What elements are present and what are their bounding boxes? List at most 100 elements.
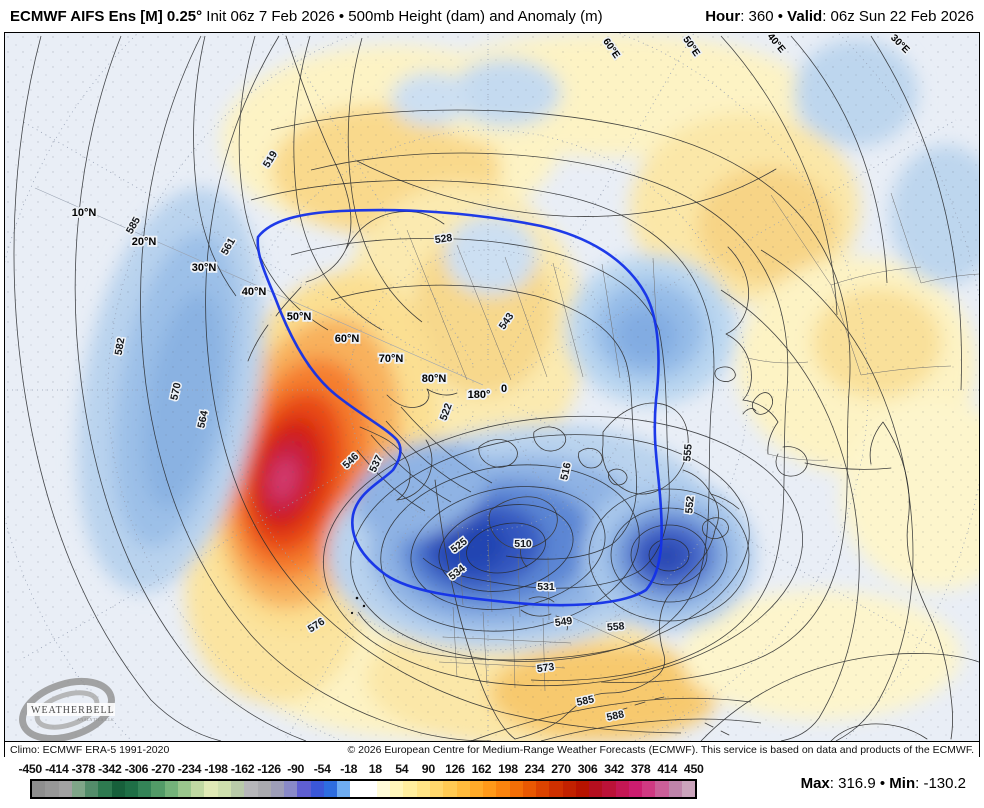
- contour-label: 531: [537, 581, 555, 593]
- latitude-label: 10°N: [72, 207, 97, 219]
- contour-label: 582: [113, 337, 128, 356]
- logo-swirl: [19, 677, 115, 741]
- weather-map: 585 585 582 576 570 564 561 555 552 549 …: [4, 32, 980, 758]
- colorbar-cell: [257, 781, 271, 797]
- latitude-label: 80°N: [422, 373, 447, 385]
- colorbar-tick-label: 126: [445, 762, 465, 776]
- colorbar-tick-label: 378: [630, 762, 651, 776]
- colorbar-cell: [151, 781, 165, 797]
- colorbar-tick-label: -198: [204, 762, 228, 776]
- colorbar-cell: [376, 781, 391, 797]
- colorbar-cell: [483, 781, 497, 797]
- colorbar-tick-label: -306: [124, 762, 149, 776]
- coastlines: [247, 35, 953, 741]
- contour-label: 564: [195, 409, 210, 429]
- valid-label: Valid: [787, 7, 823, 25]
- colorbar-tick-label: 198: [498, 762, 518, 776]
- colorbar-cell: [562, 781, 576, 797]
- colorbar-cell: [58, 781, 72, 797]
- colorbar-cell: [337, 781, 351, 797]
- contour-label: 528: [434, 232, 453, 246]
- meridian-label: 0: [501, 383, 507, 395]
- colorbar-cell: [124, 781, 139, 797]
- colorbar-tick-label: -414: [45, 762, 69, 776]
- colorbar-cell: [509, 781, 523, 797]
- colorbar-tick-label: -270: [151, 762, 175, 776]
- latitude-label: 70°N: [379, 353, 404, 365]
- attribution-bar: Climo: ECMWF ERA-5 1991-2020 © 2026 Euro…: [5, 741, 979, 757]
- colorbar-tick-label: -162: [230, 762, 255, 776]
- colorbar-tick-label: 270: [551, 762, 571, 776]
- latitude-label: 60°N: [335, 333, 360, 345]
- colorbar-cell: [111, 781, 125, 797]
- bullet: •: [777, 7, 783, 25]
- contour-label: 570: [168, 381, 183, 401]
- colorbar-tick-label: -126: [257, 762, 281, 776]
- colorbar-cell: [668, 781, 683, 797]
- colorbar-cell: [628, 781, 643, 797]
- colorbar-tick-label: 450: [683, 762, 704, 776]
- colorbar-tick-label: -18: [340, 762, 358, 776]
- colorbar-cell: [456, 781, 470, 797]
- sep-colon: :: [829, 775, 839, 792]
- colorbar-cell: [363, 781, 377, 797]
- map-title: ECMWF AIFS Ens [M] 0.25° Init 06z 7 Feb …: [10, 8, 603, 25]
- colorbar-tick-label: 234: [524, 762, 545, 776]
- colorbar-tick-label: 306: [577, 762, 598, 776]
- colorbar-tick-label: -450: [18, 762, 43, 776]
- colorbar-cell: [45, 781, 59, 797]
- colorbar-tick-label: 54: [395, 762, 409, 776]
- colorbar-cell: [177, 781, 192, 797]
- highlighted-546-contour: [256, 208, 663, 607]
- colorbar-cell: [164, 781, 178, 797]
- min-label: Min: [889, 775, 916, 792]
- colorbar-cell: [403, 781, 417, 797]
- logo-brand: WEATHERBELL: [31, 705, 115, 716]
- colorbar-cell: [429, 781, 444, 797]
- graticule: [5, 33, 979, 741]
- max-label: Max: [800, 775, 830, 792]
- contour-label: 552: [683, 495, 696, 514]
- colorbar-cells: [30, 779, 697, 799]
- colorbar-cell: [416, 781, 430, 797]
- colorbar-cell: [297, 781, 311, 797]
- contour-label: 549: [554, 615, 573, 629]
- colorbar-cell: [642, 781, 656, 797]
- colorbar-cell: [469, 781, 484, 797]
- colorbar-cell: [575, 781, 590, 797]
- max-value: 316.9: [838, 775, 876, 792]
- colorbar-cell: [71, 781, 86, 797]
- weatherbell-logo: WEATHERBELL ANALYTICS LLC: [19, 677, 115, 741]
- colorbar-tick-label: 90: [421, 762, 435, 776]
- colorbar-tick-label: 162: [471, 762, 492, 776]
- colorbar-cell: [270, 781, 285, 797]
- climo-text: Climo: ECMWF ERA-5 1991-2020: [10, 743, 170, 756]
- min-value: -130.2: [923, 775, 966, 792]
- colorbar-cell: [443, 781, 457, 797]
- latitude-label: 50°N: [287, 311, 312, 323]
- colorbar-cell: [589, 781, 603, 797]
- colorbar-ticks: -450 -414 -378 -342 -306 -270 -234 -198 -162 -126…: [17, 762, 707, 776]
- colorbar-tick-label: -90: [287, 762, 305, 776]
- contour-label: 573: [536, 661, 555, 675]
- colorbar-tick-label: -342: [98, 762, 122, 776]
- colorbar-tick-label: 18: [368, 762, 382, 776]
- bullet: •: [879, 775, 886, 792]
- colorbar-footer: -450 -414 -378 -342 -306 -270 -234 -198 -162 -126…: [0, 757, 984, 808]
- contour-label: 588: [606, 708, 626, 723]
- hour-value: 360: [748, 7, 774, 25]
- colorbar-cell: [230, 781, 245, 797]
- colorbar-cell: [310, 781, 324, 797]
- country-borders: [406, 192, 979, 692]
- colorbar-tick-label: 414: [657, 762, 677, 776]
- contour-label: 510: [514, 538, 532, 550]
- colorbar-cell: [522, 781, 537, 797]
- colorbar-tick-label: -54: [313, 762, 331, 776]
- colorbar-cell: [244, 781, 258, 797]
- valid-time: Hour: 360 • Valid: 06z Sun 22 Feb 2026: [705, 8, 974, 25]
- latitude-label: 30°N: [192, 262, 217, 274]
- valid-value: 06z Sun 22 Feb 2026: [830, 7, 974, 25]
- contour-label: 516: [558, 461, 573, 481]
- colorbar-cell: [217, 781, 231, 797]
- colorbar-cell: [85, 781, 99, 797]
